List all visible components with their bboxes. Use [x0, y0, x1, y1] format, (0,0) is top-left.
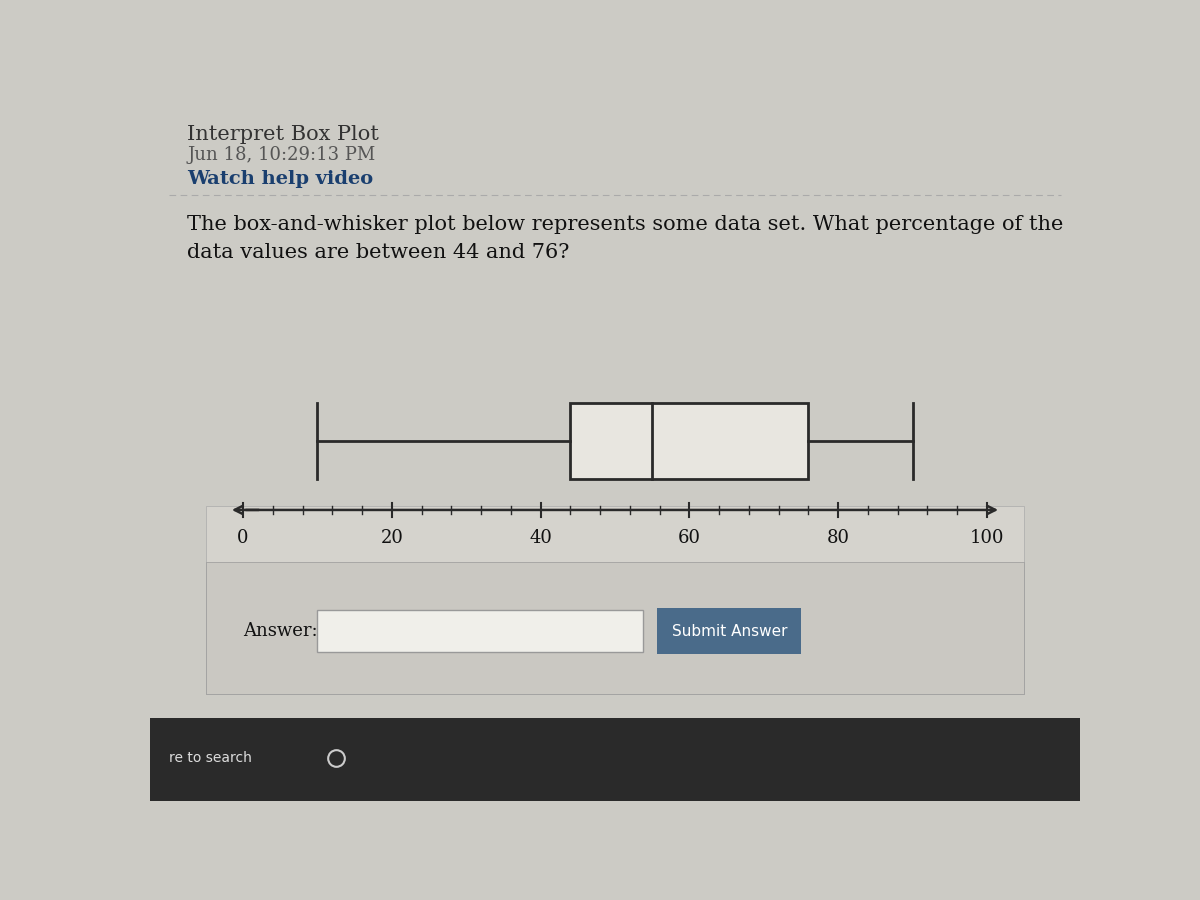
Bar	[206, 562, 1024, 694]
Text: 60: 60	[678, 529, 701, 547]
Text: The box-and-whisker plot below represents some data set. What percentage of the
: The box-and-whisker plot below represent…	[187, 215, 1063, 263]
Text: Interpret Box Plot: Interpret Box Plot	[187, 125, 379, 144]
Text: Submit Answer: Submit Answer	[672, 624, 787, 639]
Text: Jun 18, 10:29:13 PM: Jun 18, 10:29:13 PM	[187, 146, 376, 164]
Bar	[570, 402, 809, 479]
Text: 0: 0	[238, 529, 248, 547]
Bar	[317, 610, 643, 652]
Text: Watch help video: Watch help video	[187, 170, 373, 188]
Text: 20: 20	[380, 529, 403, 547]
Bar	[206, 507, 1024, 694]
Text: 100: 100	[970, 529, 1004, 547]
Text: Answer:: Answer:	[242, 622, 318, 640]
Text: 40: 40	[529, 529, 552, 547]
Text: 80: 80	[827, 529, 850, 547]
Bar	[656, 608, 802, 654]
Text: re to search: re to search	[168, 751, 252, 765]
Bar	[150, 718, 1080, 801]
